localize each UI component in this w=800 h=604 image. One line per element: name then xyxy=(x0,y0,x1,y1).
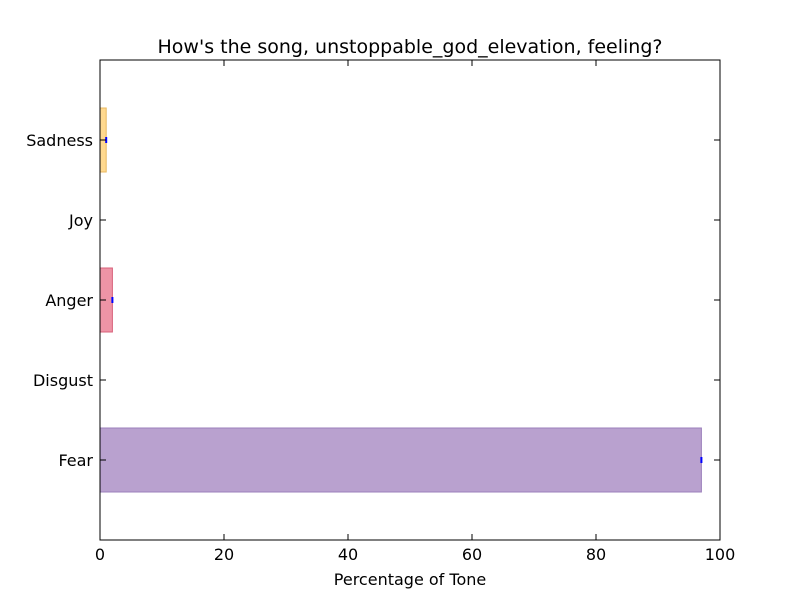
x-axis-label: Percentage of Tone xyxy=(334,570,486,589)
y-tick-label-anger: Anger xyxy=(45,291,93,310)
x-tick-label-80: 80 xyxy=(586,545,606,564)
y-tick-label-fear: Fear xyxy=(58,451,93,470)
x-tick-label-100: 100 xyxy=(705,545,736,564)
x-tick-label-60: 60 xyxy=(462,545,482,564)
x-tick-label-40: 40 xyxy=(338,545,358,564)
x-tick-label-20: 20 xyxy=(214,545,234,564)
y-tick-label-disgust: Disgust xyxy=(33,371,93,390)
bar-fear xyxy=(99,427,702,493)
chart-marks: 0 20 40 60 80 100 Sadness Joy Anger Disgust Fear xyxy=(26,59,736,564)
chart-title: How's the song, unstoppable_god_elevatio… xyxy=(158,36,663,58)
y-tick-label-joy: Joy xyxy=(68,211,93,230)
y-tick-label-sadness: Sadness xyxy=(26,131,93,150)
x-tick-label-0: 0 xyxy=(95,545,105,564)
